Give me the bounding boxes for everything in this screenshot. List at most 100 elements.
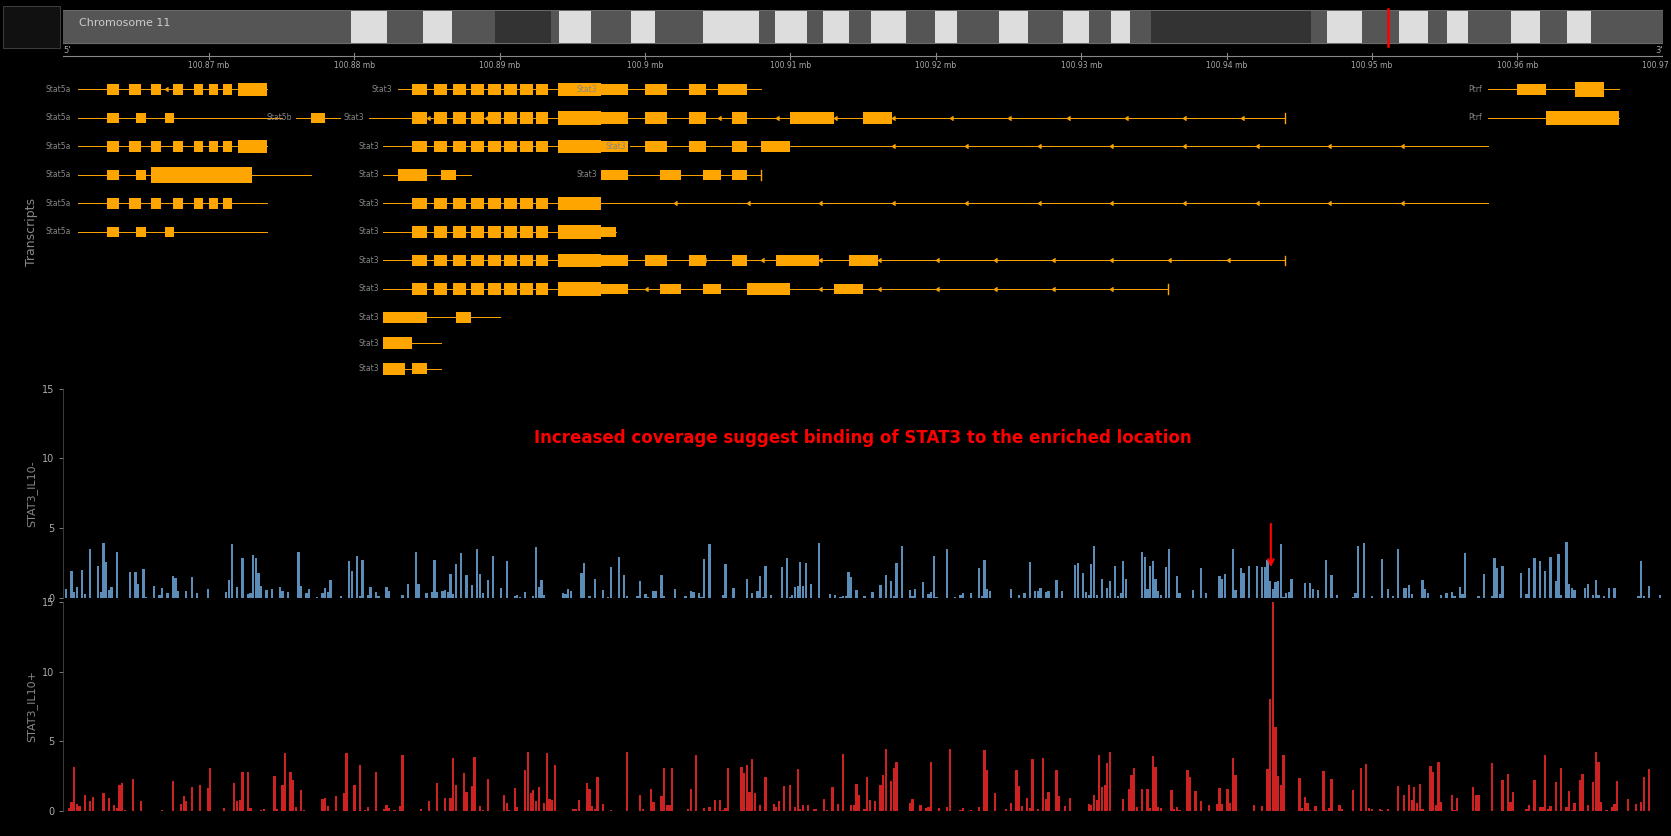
Bar: [1021, 806, 1023, 811]
Bar: [97, 566, 99, 598]
Bar: [1440, 595, 1442, 598]
Bar: [107, 798, 110, 811]
Bar: [194, 84, 204, 94]
Bar: [551, 800, 553, 811]
Bar: [785, 558, 789, 598]
Bar: [884, 748, 887, 811]
Bar: [571, 808, 575, 811]
Bar: [871, 592, 874, 598]
Bar: [864, 596, 866, 598]
Bar: [1382, 809, 1384, 811]
Text: Stat5a: Stat5a: [45, 142, 70, 151]
Bar: [70, 803, 72, 811]
Bar: [924, 808, 927, 811]
Bar: [525, 592, 526, 598]
Bar: [1437, 762, 1439, 811]
Bar: [172, 84, 182, 94]
Bar: [1464, 553, 1465, 598]
Bar: [645, 84, 667, 95]
Bar: [790, 112, 834, 124]
Bar: [602, 804, 603, 811]
Text: Stat3: Stat3: [358, 142, 379, 151]
Bar: [224, 141, 232, 151]
Bar: [871, 11, 906, 43]
Text: 100.96 mb: 100.96 mb: [1497, 61, 1537, 70]
Bar: [453, 112, 466, 124]
Bar: [866, 777, 869, 811]
Bar: [378, 595, 379, 598]
Bar: [1527, 568, 1531, 598]
Bar: [1290, 579, 1293, 598]
Bar: [1302, 808, 1303, 811]
Bar: [520, 140, 533, 152]
Bar: [1285, 594, 1287, 598]
Bar: [1526, 808, 1527, 811]
Bar: [105, 562, 107, 598]
Bar: [810, 584, 812, 598]
Bar: [1511, 11, 1539, 43]
Bar: [364, 809, 366, 811]
Bar: [1280, 785, 1282, 811]
Bar: [553, 765, 556, 811]
Bar: [107, 141, 119, 151]
Bar: [1089, 564, 1093, 598]
Bar: [536, 283, 548, 295]
Bar: [1616, 781, 1619, 811]
Bar: [287, 592, 289, 598]
Bar: [471, 198, 483, 209]
Bar: [488, 140, 501, 152]
Bar: [1156, 591, 1160, 598]
Bar: [989, 591, 991, 598]
Bar: [668, 805, 670, 811]
Bar: [1084, 593, 1088, 598]
Text: Stat3: Stat3: [371, 85, 393, 94]
Bar: [1018, 595, 1021, 598]
Bar: [508, 810, 510, 811]
Bar: [775, 255, 819, 266]
Bar: [847, 572, 849, 598]
Bar: [1460, 594, 1464, 598]
Bar: [1235, 590, 1237, 598]
Bar: [1422, 580, 1424, 598]
Bar: [765, 777, 767, 811]
Bar: [558, 140, 602, 153]
Bar: [1509, 802, 1512, 811]
Bar: [688, 84, 707, 95]
Bar: [909, 803, 911, 811]
Text: Stat3: Stat3: [576, 85, 597, 94]
Bar: [346, 752, 348, 811]
Bar: [1307, 803, 1308, 811]
Bar: [558, 283, 602, 296]
Bar: [1648, 768, 1651, 811]
Bar: [1218, 576, 1220, 598]
Bar: [1275, 727, 1277, 811]
Bar: [1409, 785, 1410, 811]
Bar: [911, 799, 914, 811]
Bar: [1597, 762, 1599, 811]
Bar: [1419, 783, 1420, 811]
Bar: [802, 805, 804, 811]
Bar: [642, 809, 643, 811]
Bar: [655, 591, 657, 598]
Bar: [301, 790, 302, 811]
Bar: [1275, 583, 1277, 598]
Bar: [398, 169, 428, 181]
Bar: [1614, 804, 1616, 811]
Bar: [1200, 568, 1201, 598]
Bar: [1327, 11, 1362, 43]
Bar: [1308, 583, 1312, 598]
Bar: [476, 549, 478, 598]
Bar: [231, 544, 232, 598]
Bar: [922, 583, 924, 598]
Text: 100.93 mb: 100.93 mb: [1061, 61, 1101, 70]
Bar: [645, 112, 667, 124]
Bar: [513, 788, 516, 811]
Text: 100.92 mb: 100.92 mb: [916, 61, 956, 70]
Bar: [281, 785, 284, 811]
Bar: [797, 585, 799, 598]
Bar: [172, 781, 174, 811]
Bar: [361, 559, 364, 598]
Bar: [471, 283, 483, 295]
Bar: [688, 112, 707, 124]
Bar: [207, 589, 209, 598]
